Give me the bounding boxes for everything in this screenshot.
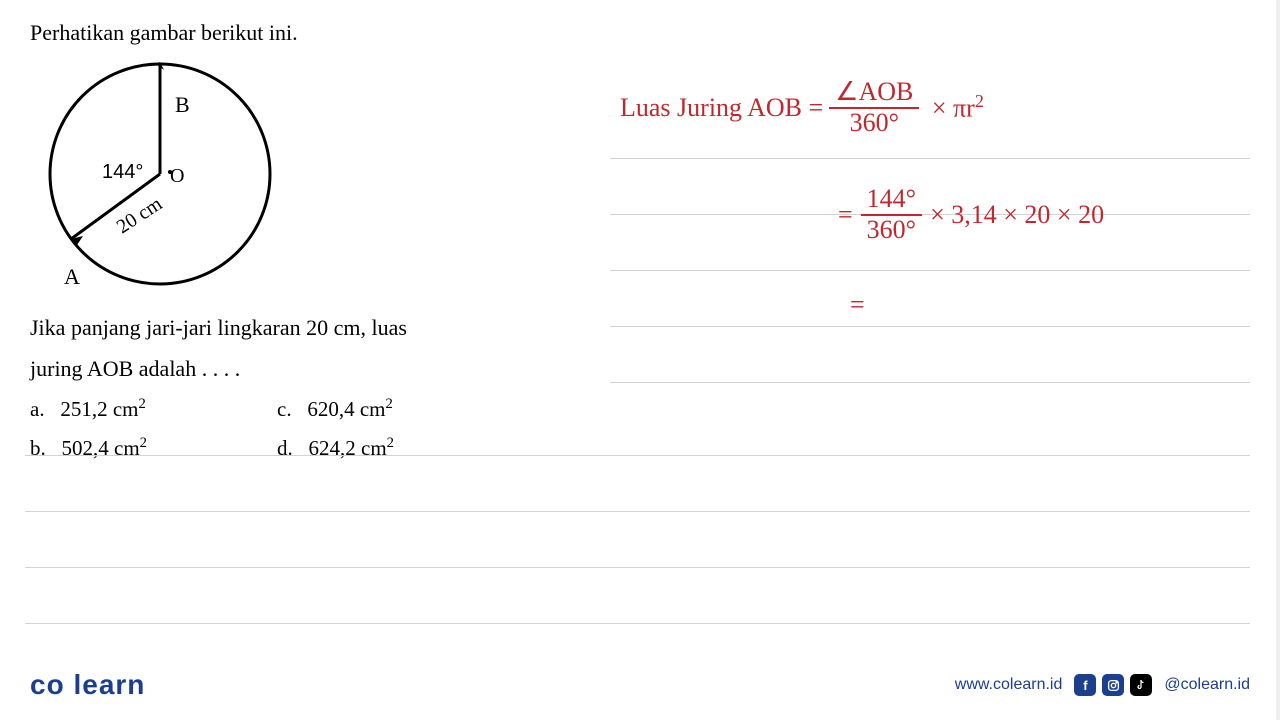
scrollbar[interactable] bbox=[1276, 0, 1280, 720]
footer-handle: @colearn.id bbox=[1164, 676, 1250, 694]
question-column: Perhatikan gambar berikut ini. B A O 144… bbox=[30, 20, 610, 468]
option-c: c. 620,4 cm2 bbox=[277, 390, 394, 429]
facebook-icon[interactable]: f bbox=[1074, 674, 1096, 696]
svg-text:B: B bbox=[175, 92, 190, 117]
svg-text:A: A bbox=[64, 264, 80, 289]
footer: co learn www.colearn.id f @colearn.id bbox=[0, 650, 1280, 720]
option-a: a. 251,2 cm2 bbox=[30, 390, 147, 429]
solution-line-2: = 144° 360° × 3,14 × 20 × 20 bbox=[838, 185, 1104, 244]
svg-text:144°: 144° bbox=[102, 161, 143, 183]
svg-text:20 cm: 20 cm bbox=[113, 193, 167, 239]
question-body-1: Jika panjang jari-jari lingkaran 20 cm, … bbox=[30, 310, 610, 345]
instagram-icon[interactable] bbox=[1102, 674, 1124, 696]
tiktok-icon[interactable] bbox=[1130, 674, 1152, 696]
svg-text:O: O bbox=[170, 165, 184, 187]
ruled-lines-lower bbox=[25, 455, 1250, 679]
solution-line-1: Luas Juring AOB = ∠AOB 360° × πr2 bbox=[620, 78, 984, 137]
footer-url: www.colearn.id bbox=[955, 676, 1063, 694]
social-icons: f bbox=[1074, 674, 1152, 696]
solution-line-3: = bbox=[850, 290, 865, 320]
question-body-2: juring AOB adalah . . . . bbox=[30, 351, 610, 386]
logo: co learn bbox=[30, 669, 145, 701]
circle-diagram: B A O 144° 20 cm bbox=[30, 54, 330, 304]
content-area: Perhatikan gambar berikut ini. B A O 144… bbox=[0, 0, 1280, 640]
question-intro: Perhatikan gambar berikut ini. bbox=[30, 20, 610, 46]
